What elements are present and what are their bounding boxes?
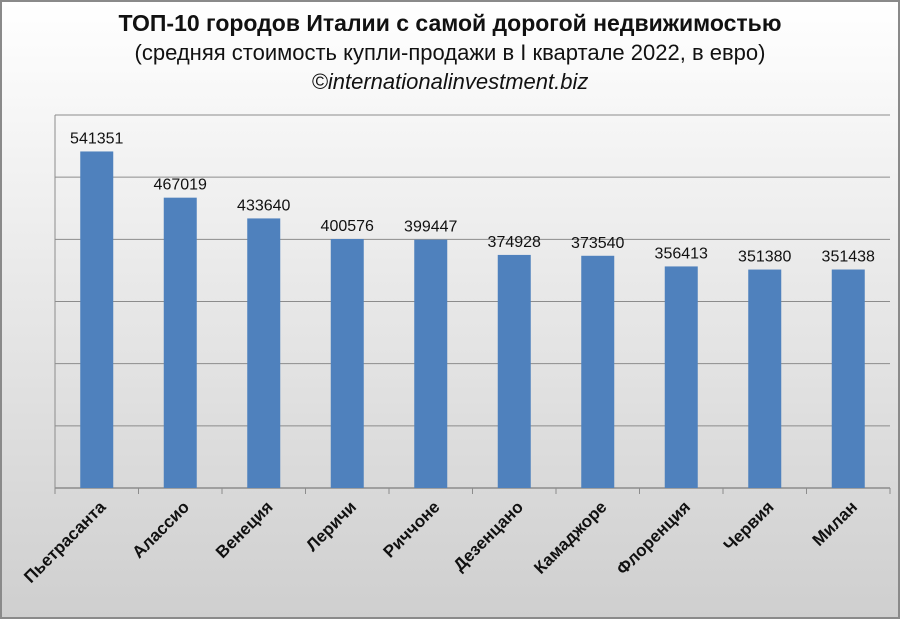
data-label: 351380 (738, 249, 791, 266)
data-label: 356413 (655, 245, 708, 262)
category-label: Венеция (212, 497, 277, 562)
data-label: 373540 (571, 235, 624, 252)
data-label: 351438 (822, 249, 875, 266)
bar (330, 238, 364, 488)
category-label: Червия (720, 497, 778, 555)
bar (497, 254, 531, 488)
bar (247, 218, 281, 488)
chart-credit: ©internationalinvestment.biz (311, 69, 589, 94)
bar (748, 269, 782, 488)
bar (163, 197, 197, 488)
category-label: Пьетрасанта (20, 497, 110, 587)
bar (581, 255, 615, 488)
data-label: 399447 (404, 219, 457, 236)
data-label: 433640 (237, 197, 290, 214)
category-label: Милан (809, 497, 861, 549)
category-label: Камаджоре (530, 497, 610, 577)
category-label: Дезенцано (450, 497, 527, 574)
data-label: 541351 (70, 130, 123, 147)
category-label: Алассио (129, 497, 194, 562)
category-label: Риччоне (379, 497, 443, 561)
data-label: 374928 (488, 234, 541, 251)
bar (831, 269, 865, 488)
category-label: Флоренция (613, 497, 694, 578)
data-label: 467019 (154, 177, 207, 194)
chart-title: ТОП-10 городов Италии с самой дорогой не… (118, 10, 782, 36)
bar (664, 266, 698, 488)
bar (414, 239, 448, 488)
data-label: 400576 (321, 218, 374, 235)
chart-subtitle: (средняя стоимость купли-продажи в I ква… (134, 40, 766, 65)
chart-titles: ТОП-10 городов Италии с самой дорогой не… (0, 8, 900, 96)
category-label: Леричи (302, 497, 360, 555)
bar (80, 151, 114, 488)
